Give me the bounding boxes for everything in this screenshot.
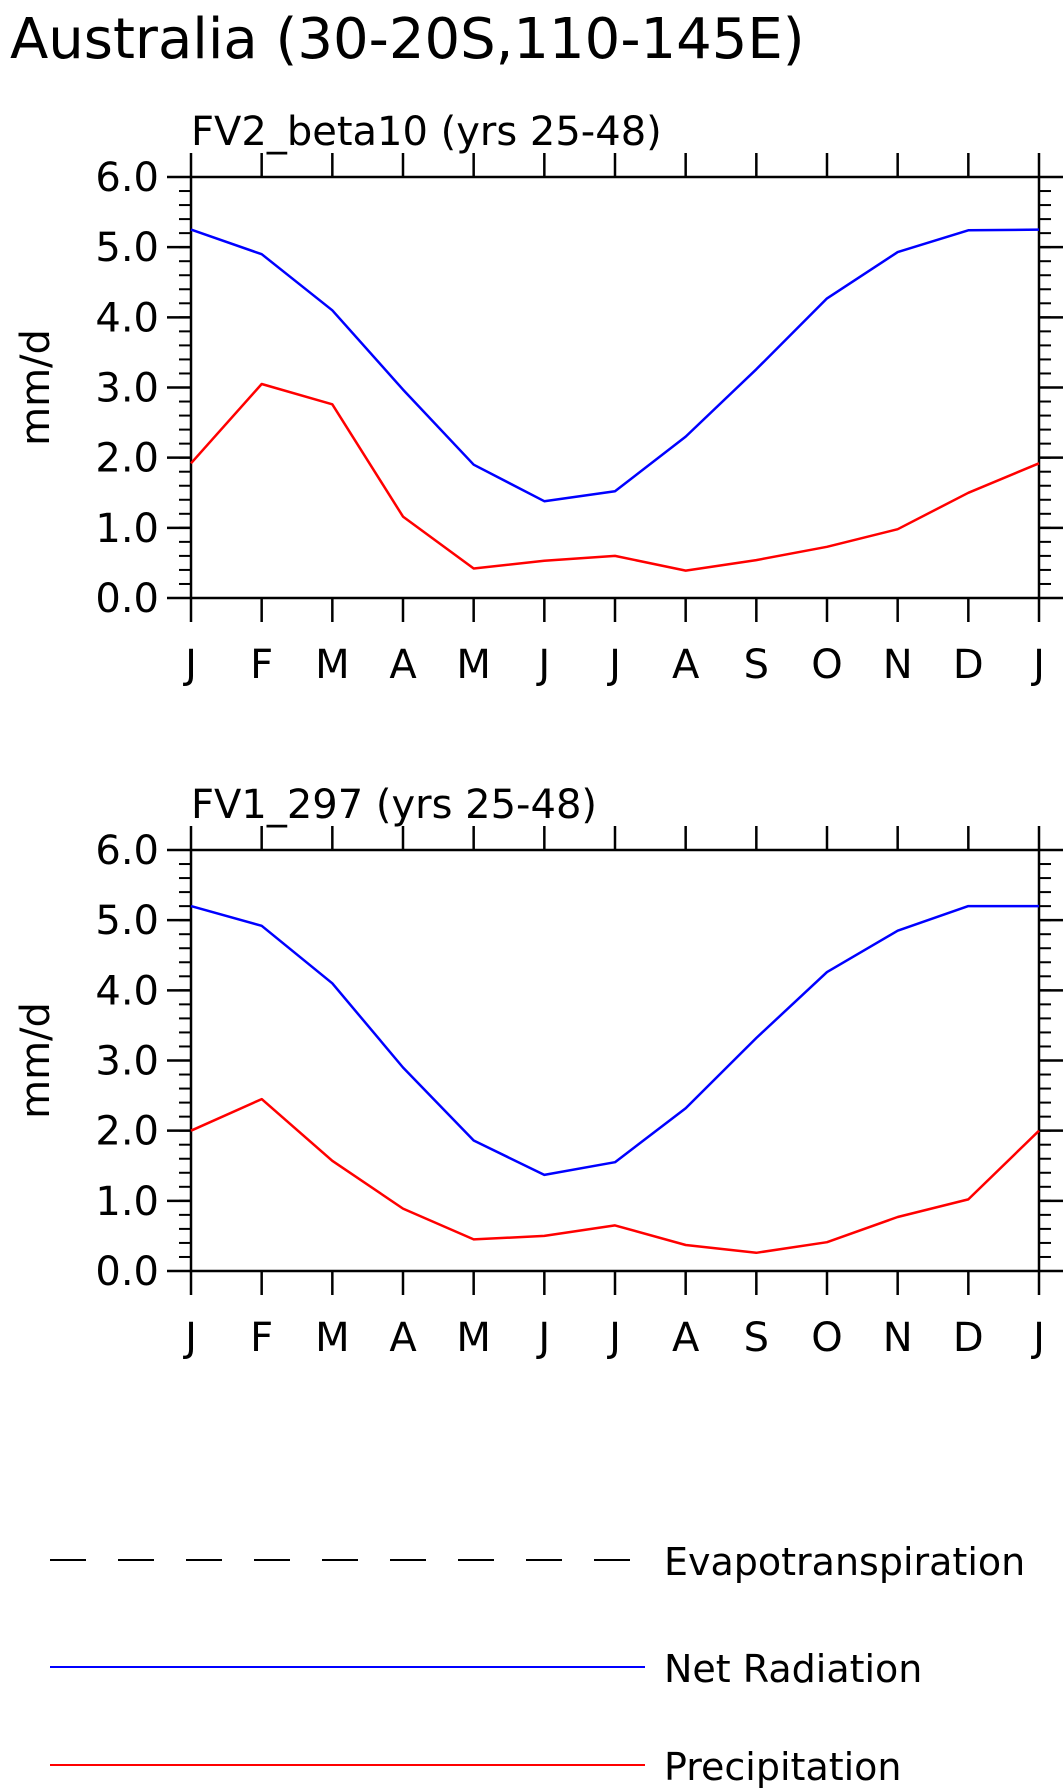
x-tick-label: J <box>606 1315 621 1361</box>
y-axis-label: mm/d <box>13 329 59 446</box>
x-tick-label: O <box>811 1315 842 1361</box>
x-tick-label: M <box>315 642 350 688</box>
x-tick-label: J <box>535 642 550 688</box>
x-tick-label: J <box>535 1315 550 1361</box>
legend-label: Evapotranspiration <box>664 1540 1025 1584</box>
panel-title: FV2_beta10 (yrs 25-48) <box>191 109 662 155</box>
x-tick-label: S <box>744 642 769 688</box>
figure-title: Australia (30-20S,110-145E) <box>10 7 805 72</box>
x-tick-label: O <box>811 642 842 688</box>
x-tick-label: A <box>389 642 417 688</box>
y-tick-label: 4.0 <box>95 295 159 341</box>
y-tick-label: 5.0 <box>95 898 159 944</box>
y-tick-label: 3.0 <box>95 1039 159 1085</box>
y-tick-label: 2.0 <box>95 1109 159 1155</box>
series-line-net-radiation <box>190 904 1039 1177</box>
x-tick-label: J <box>1030 642 1045 688</box>
y-tick-label: 6.0 <box>95 155 159 201</box>
x-tick-label: J <box>182 1315 197 1361</box>
x-tick-label: N <box>883 1315 913 1361</box>
x-tick-label: J <box>606 642 621 688</box>
x-tick-label: M <box>456 642 491 688</box>
panel-title: FV1_297 (yrs 25-48) <box>191 782 597 828</box>
y-tick-label: 0.0 <box>95 1249 159 1295</box>
x-tick-label: M <box>315 1315 350 1361</box>
series-line-precipitation <box>190 1097 1040 1255</box>
plot-frame <box>189 848 1041 1273</box>
y-tick-label: 0.0 <box>95 576 159 622</box>
x-tick-label: J <box>1030 1315 1045 1361</box>
legend-label: Net Radiation <box>664 1647 922 1691</box>
legend-label: Precipitation <box>664 1745 902 1789</box>
y-tick-label: 1.0 <box>95 1179 159 1225</box>
x-tick-label: D <box>953 642 984 688</box>
x-tick-label: M <box>456 1315 491 1361</box>
x-tick-label: D <box>953 1315 984 1361</box>
x-tick-label: N <box>883 642 913 688</box>
y-tick-label: 2.0 <box>95 436 159 482</box>
x-tick-label: S <box>744 1315 769 1361</box>
series-line-net-radiation <box>190 228 1040 503</box>
x-tick-label: F <box>250 1315 273 1361</box>
y-tick-label: 4.0 <box>95 968 159 1014</box>
y-tick-label: 3.0 <box>95 366 159 412</box>
y-axis-label: mm/d <box>13 1002 59 1119</box>
y-tick-label: 5.0 <box>95 225 159 271</box>
x-tick-label: J <box>182 642 197 688</box>
panel-fv1-297: FV1_297 (yrs 25-48) mm/d 0.0 1.0 2.0 3.0 4.0 5.… <box>13 782 1063 1361</box>
x-tick-label: A <box>672 1315 700 1361</box>
y-tick-label: 6.0 <box>95 828 159 874</box>
x-tick-label: A <box>389 1315 417 1361</box>
x-tick-label: A <box>672 642 700 688</box>
x-tick-label: F <box>250 642 273 688</box>
legend: Evapotranspiration Net Radiation Precipita… <box>50 1540 1025 1789</box>
y-tick-label: 1.0 <box>95 506 159 552</box>
panel-fv2-beta10: FV2_beta10 (yrs 25-48) mm/d 0.0 1.0 2.0 3.0 4.… <box>13 109 1063 688</box>
plot-frame <box>189 175 1041 600</box>
series-line-precipitation <box>190 382 1040 572</box>
